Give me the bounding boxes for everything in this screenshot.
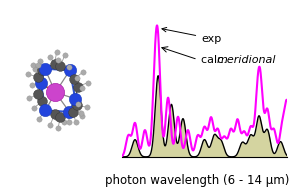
Point — [54, 51, 59, 54]
Point — [71, 78, 76, 81]
Point — [48, 123, 53, 126]
Text: calc.: calc. — [201, 55, 231, 65]
Point — [58, 115, 63, 118]
Point — [63, 53, 67, 57]
Point — [39, 68, 44, 71]
Point — [26, 97, 31, 100]
Point — [75, 104, 80, 107]
Point — [79, 87, 84, 90]
Point — [74, 76, 79, 79]
Point — [73, 121, 78, 124]
Point — [32, 106, 36, 109]
Point — [31, 64, 35, 67]
Text: meridional: meridional — [217, 55, 276, 65]
Point — [29, 83, 34, 86]
Point — [38, 101, 43, 104]
Point — [36, 63, 40, 66]
Point — [37, 117, 41, 120]
Point — [75, 85, 80, 88]
Text: exp: exp — [162, 27, 221, 43]
Point — [85, 106, 90, 109]
Point — [71, 110, 75, 113]
Point — [68, 69, 72, 72]
Point — [52, 62, 57, 65]
Point — [80, 71, 85, 74]
Point — [79, 114, 84, 117]
Point — [75, 102, 80, 105]
Point — [79, 112, 84, 115]
Point — [53, 91, 58, 94]
Point — [26, 73, 30, 76]
Text: photon wavelength (6 - 14 μm): photon wavelength (6 - 14 μm) — [105, 174, 289, 187]
Point — [39, 82, 43, 85]
Point — [38, 59, 42, 62]
Point — [62, 120, 67, 123]
Point — [43, 109, 48, 112]
Point — [52, 112, 57, 115]
Point — [36, 75, 40, 78]
Point — [40, 100, 45, 103]
Point — [58, 65, 63, 68]
Point — [56, 58, 61, 61]
Point — [36, 93, 41, 96]
Point — [55, 117, 59, 120]
Point — [56, 127, 60, 130]
Point — [67, 66, 72, 69]
Point — [67, 110, 72, 113]
Point — [43, 67, 47, 70]
Point — [48, 56, 52, 59]
Point — [66, 120, 71, 123]
Point — [33, 91, 38, 94]
Point — [33, 68, 37, 71]
Point — [86, 81, 90, 84]
Point — [73, 97, 77, 100]
